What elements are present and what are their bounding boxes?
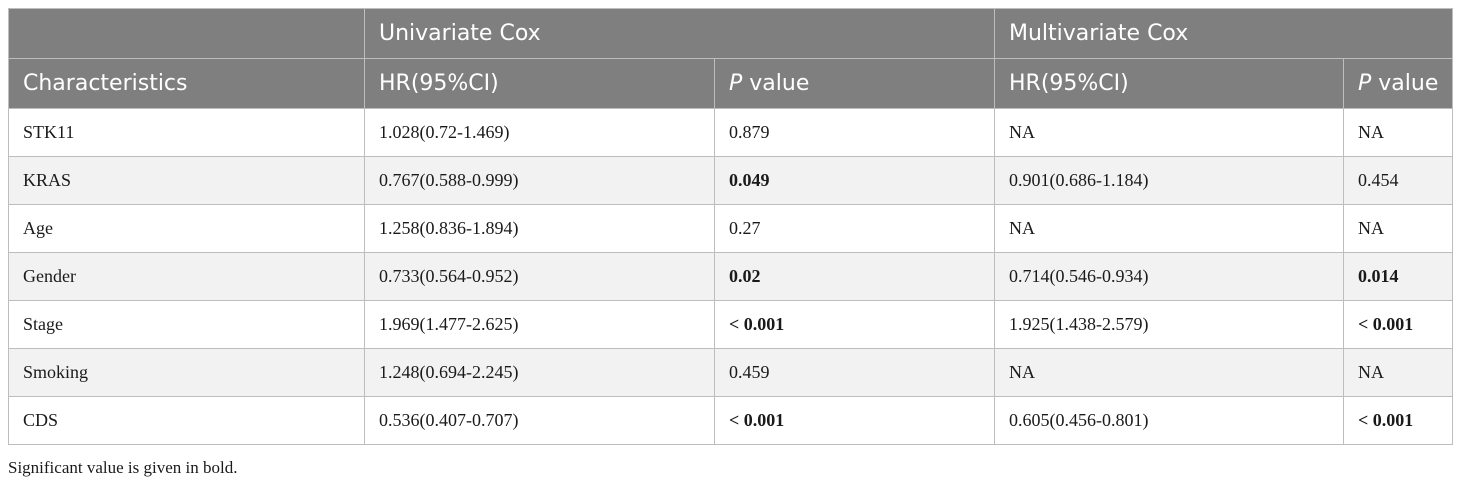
cell-multivariate-p: NA [1342, 108, 1454, 157]
group-header-univariate: Univariate Cox [364, 8, 995, 59]
p-value-suffix: value [1371, 71, 1439, 96]
cell-univariate-hr: 1.258(0.836-1.894) [364, 204, 715, 253]
group-header-empty [8, 8, 365, 59]
cell-univariate-hr: 1.028(0.72-1.469) [364, 108, 715, 157]
cell-univariate-p: < 0.001 [714, 300, 995, 349]
table-row: CDS 0.536(0.407-0.707) < 0.001 0.605(0.456-… [8, 396, 1454, 445]
column-header-multivariate-hr: HR(95%CI) [994, 58, 1344, 109]
cell-characteristic: Stage [8, 300, 365, 349]
table-row: KRAS 0.767(0.588-0.999) 0.049 0.901(0.686-1… [8, 156, 1454, 205]
table-row: Stage 1.969(1.477-2.625) < 0.001 1.925(1.43… [8, 300, 1454, 349]
cell-multivariate-hr: 0.605(0.456-0.801) [994, 396, 1344, 445]
table-row: Smoking 1.248(0.694-2.245) 0.459 NA NA [8, 348, 1454, 397]
table-row: Age 1.258(0.836-1.894) 0.27 NA NA [8, 204, 1454, 253]
cell-characteristic: STK11 [8, 108, 365, 157]
cell-multivariate-hr: NA [994, 204, 1344, 253]
cell-multivariate-p: NA [1342, 348, 1454, 397]
cell-univariate-p: < 0.001 [714, 396, 995, 445]
cell-univariate-hr: 1.969(1.477-2.625) [364, 300, 715, 349]
column-header-univariate-p: P value [714, 58, 995, 109]
cell-multivariate-hr: 1.925(1.438-2.579) [994, 300, 1344, 349]
group-header-row: Univariate Cox Multivariate Cox [8, 8, 1454, 59]
column-header-characteristics: Characteristics [8, 58, 365, 109]
cell-characteristic: Gender [8, 252, 365, 301]
cell-univariate-hr: 0.767(0.588-0.999) [364, 156, 715, 205]
p-symbol: P [1358, 71, 1372, 96]
cell-univariate-p: 0.049 [714, 156, 995, 205]
column-header-multivariate-p: P value [1342, 58, 1454, 109]
table-row: STK11 1.028(0.72-1.469) 0.879 NA NA [8, 108, 1454, 157]
cell-characteristic: KRAS [8, 156, 365, 205]
column-header-univariate-hr: HR(95%CI) [364, 58, 715, 109]
cell-multivariate-p: 0.014 [1342, 252, 1454, 301]
cell-characteristic: CDS [8, 396, 365, 445]
table-header: Univariate Cox Multivariate Cox Characte… [8, 8, 1454, 109]
cell-multivariate-p: < 0.001 [1342, 300, 1454, 349]
cell-univariate-p: 0.27 [714, 204, 995, 253]
cell-multivariate-hr: NA [994, 108, 1344, 157]
cell-characteristic: Age [8, 204, 365, 253]
cell-multivariate-hr: 0.901(0.686-1.184) [994, 156, 1344, 205]
table-row: Gender 0.733(0.564-0.952) 0.02 0.714(0.546-… [8, 252, 1454, 301]
cell-univariate-hr: 0.733(0.564-0.952) [364, 252, 715, 301]
cox-regression-table: Univariate Cox Multivariate Cox Characte… [8, 8, 1454, 445]
column-header-row: Characteristics HR(95%CI) P value HR(95%… [8, 58, 1454, 109]
cell-multivariate-hr: NA [994, 348, 1344, 397]
cell-multivariate-p: 0.454 [1342, 156, 1454, 205]
cell-univariate-p: 0.459 [714, 348, 995, 397]
cell-multivariate-p: < 0.001 [1342, 396, 1454, 445]
cell-univariate-p: 0.879 [714, 108, 995, 157]
group-header-multivariate: Multivariate Cox [993, 8, 1454, 59]
p-symbol: P [729, 71, 743, 96]
cell-univariate-p: 0.02 [714, 252, 995, 301]
cell-characteristic: Smoking [8, 348, 365, 397]
cell-multivariate-p: NA [1342, 204, 1454, 253]
cell-univariate-hr: 0.536(0.407-0.707) [364, 396, 715, 445]
table-footnote: Significant value is given in bold. [8, 458, 238, 477]
cell-univariate-hr: 1.248(0.694-2.245) [364, 348, 715, 397]
cox-regression-table-container: Univariate Cox Multivariate Cox Characte… [8, 8, 1454, 445]
p-value-suffix: value [742, 71, 810, 96]
cell-multivariate-hr: 0.714(0.546-0.934) [994, 252, 1344, 301]
table-body: STK11 1.028(0.72-1.469) 0.879 NA NA KRAS 0.767… [8, 108, 1454, 445]
